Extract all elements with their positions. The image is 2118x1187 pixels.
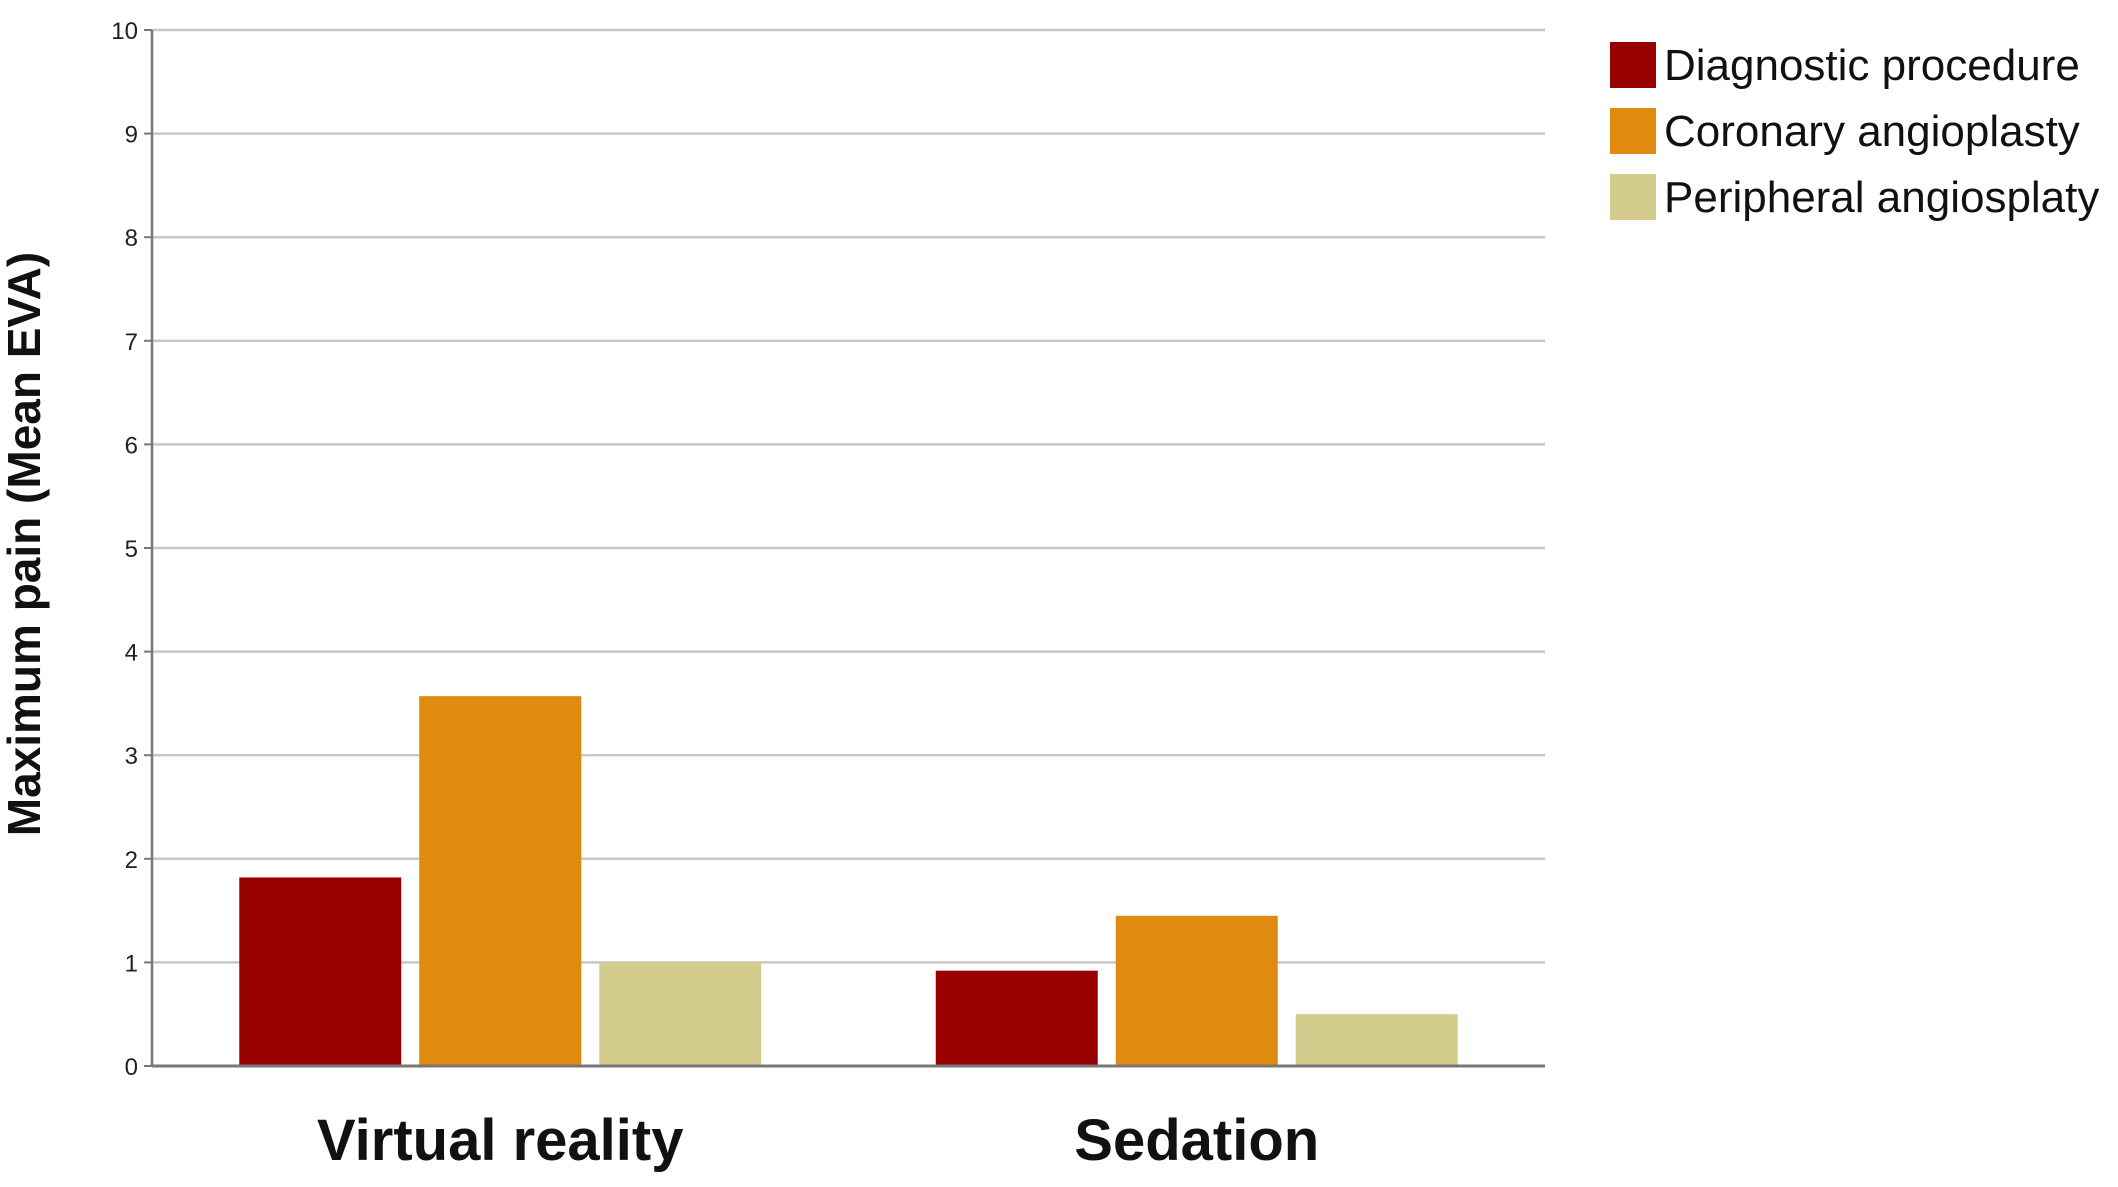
y-tick-label: 10 [111, 18, 138, 45]
legend-label: Peripheral angiosplaty [1664, 173, 2099, 222]
y-tick-label: 0 [125, 1054, 138, 1081]
y-tick-label: 4 [125, 640, 138, 667]
legend-swatch [1610, 108, 1656, 154]
bars [239, 696, 1458, 1066]
bar-virtual-reality-diagnostic-procedure [239, 877, 402, 1066]
y-tick-label: 1 [125, 950, 138, 977]
bar-sedation-peripheral-angiosplaty [1295, 1014, 1458, 1066]
y-tick-label: 5 [125, 536, 138, 563]
legend-label: Coronary angioplasty [1664, 107, 2080, 156]
legend-swatch [1610, 42, 1656, 88]
legend: Diagnostic procedure Coronary angioplasty… [1610, 41, 2099, 222]
x-category-labels: Virtual reality Sedation [317, 1108, 1319, 1173]
y-tick-label: 9 [125, 122, 138, 149]
bar-virtual-reality-coronary-angioplasty [419, 696, 582, 1066]
bar-virtual-reality-peripheral-angiosplaty [599, 962, 762, 1066]
y-tick-label: 6 [125, 432, 138, 459]
bar-sedation-diagnostic-procedure [935, 970, 1098, 1066]
y-tick-label: 3 [125, 743, 138, 770]
x-category-label: Sedation [1074, 1108, 1319, 1173]
y-tick-label: 8 [125, 225, 138, 252]
y-tick-labels: 0 1 2 3 4 5 6 7 8 9 10 [111, 18, 138, 1081]
axes [150, 30, 1545, 1068]
y-tick-label: 7 [125, 329, 138, 356]
x-category-label: Virtual reality [317, 1108, 683, 1173]
y-tick-label: 2 [125, 847, 138, 874]
bar-sedation-coronary-angioplasty [1115, 915, 1278, 1066]
legend-swatch [1610, 174, 1656, 220]
y-axis-title: Maximum pain (Mean EVA) [0, 252, 50, 836]
legend-label: Diagnostic procedure [1664, 41, 2080, 90]
